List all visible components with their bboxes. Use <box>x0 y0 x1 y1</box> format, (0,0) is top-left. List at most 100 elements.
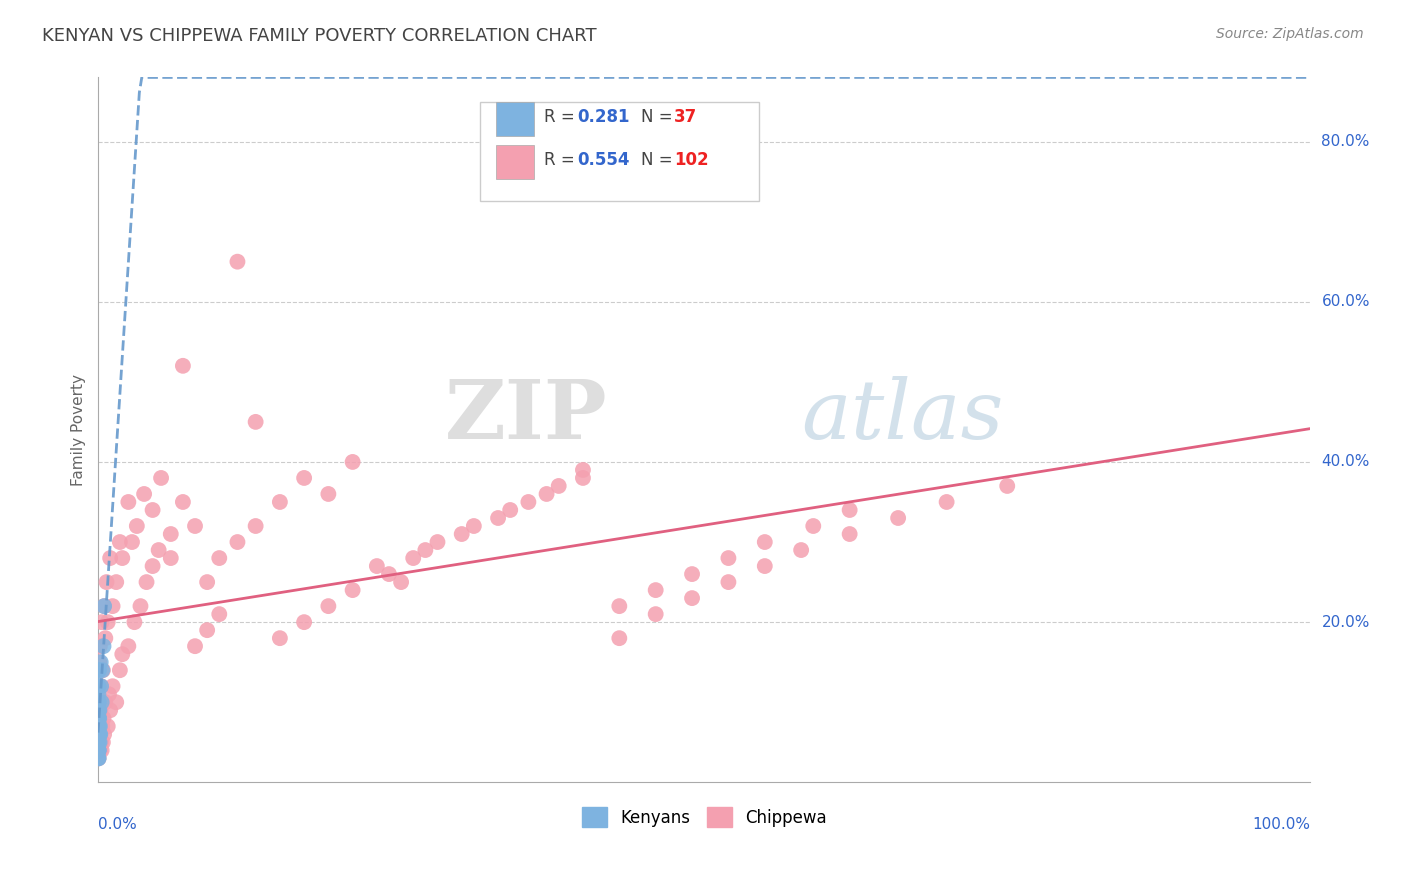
Point <box>89 655 111 669</box>
Point <box>94 695 117 709</box>
Point <box>87 711 110 725</box>
Point <box>111 647 134 661</box>
Text: N =: N = <box>641 152 672 169</box>
Point <box>159 551 181 566</box>
Point <box>159 527 181 541</box>
Point <box>87 663 110 677</box>
Point <box>318 487 340 501</box>
Text: atlas: atlas <box>801 376 1004 456</box>
Point <box>87 751 110 765</box>
Point <box>87 743 110 757</box>
Point <box>97 615 120 629</box>
Point <box>342 583 364 598</box>
Text: 37: 37 <box>673 108 697 126</box>
Point <box>681 567 703 582</box>
FancyBboxPatch shape <box>479 102 759 201</box>
Point <box>87 743 110 757</box>
Text: R =: R = <box>544 108 575 126</box>
Point <box>148 543 170 558</box>
Point <box>87 751 110 765</box>
Point <box>499 503 522 517</box>
Point <box>108 663 131 677</box>
Point <box>226 535 249 549</box>
Point <box>486 511 509 525</box>
Point <box>292 615 315 629</box>
Point <box>195 623 218 637</box>
Point <box>89 695 111 709</box>
Point <box>87 711 110 725</box>
Point <box>89 639 111 653</box>
Point <box>97 719 120 733</box>
Point <box>117 639 139 653</box>
Point <box>463 519 485 533</box>
Point <box>98 703 121 717</box>
Text: N =: N = <box>641 108 672 126</box>
Point <box>87 735 110 749</box>
Point <box>790 543 813 558</box>
Point <box>184 639 207 653</box>
Point <box>91 663 114 677</box>
Point <box>717 575 740 590</box>
Point <box>754 559 776 574</box>
Text: KENYAN VS CHIPPEWA FAMILY POVERTY CORRELATION CHART: KENYAN VS CHIPPEWA FAMILY POVERTY CORREL… <box>42 27 596 45</box>
Point <box>101 599 124 614</box>
Point <box>426 535 449 549</box>
Point <box>91 663 114 677</box>
Text: 60.0%: 60.0% <box>1322 294 1369 310</box>
Point <box>644 583 666 598</box>
Point <box>87 687 110 701</box>
Text: 102: 102 <box>673 152 709 169</box>
Point <box>89 719 111 733</box>
Point <box>111 551 134 566</box>
Point <box>89 727 111 741</box>
Point <box>142 559 165 574</box>
Point <box>101 679 124 693</box>
Point <box>415 543 437 558</box>
Text: 20.0%: 20.0% <box>1322 615 1369 630</box>
Point <box>124 615 146 629</box>
Point <box>142 503 165 517</box>
Point <box>89 703 111 717</box>
Text: Source: ZipAtlas.com: Source: ZipAtlas.com <box>1216 27 1364 41</box>
Point <box>93 711 115 725</box>
Point <box>90 735 112 749</box>
FancyBboxPatch shape <box>496 102 534 136</box>
Point <box>87 679 110 693</box>
Point <box>121 535 143 549</box>
Point <box>245 415 267 429</box>
Point <box>90 679 112 693</box>
Point <box>150 471 173 485</box>
Point <box>292 471 315 485</box>
Text: 0.554: 0.554 <box>576 152 630 169</box>
Point <box>93 727 115 741</box>
Point <box>402 551 425 566</box>
Point <box>91 719 114 733</box>
Point <box>681 591 703 606</box>
Point <box>269 495 291 509</box>
Point <box>108 535 131 549</box>
Point <box>105 695 128 709</box>
Point <box>89 727 111 741</box>
Point <box>172 359 194 373</box>
Point <box>90 655 112 669</box>
Point <box>87 663 110 677</box>
Point <box>87 727 110 741</box>
Point <box>184 519 207 533</box>
Point <box>89 735 111 749</box>
Text: 0.281: 0.281 <box>576 108 630 126</box>
Point <box>98 551 121 566</box>
Point <box>226 254 249 268</box>
Point <box>125 519 148 533</box>
Point <box>87 727 110 741</box>
Text: 40.0%: 40.0% <box>1322 454 1369 469</box>
Point <box>87 727 110 741</box>
Point <box>129 599 152 614</box>
Point <box>87 695 110 709</box>
Point <box>89 711 111 725</box>
Point <box>172 495 194 509</box>
Point <box>87 743 110 757</box>
Point <box>93 599 115 614</box>
Point <box>838 503 860 517</box>
Text: 100.0%: 100.0% <box>1253 817 1310 832</box>
Legend: Kenyans, Chippewa: Kenyans, Chippewa <box>575 800 834 834</box>
